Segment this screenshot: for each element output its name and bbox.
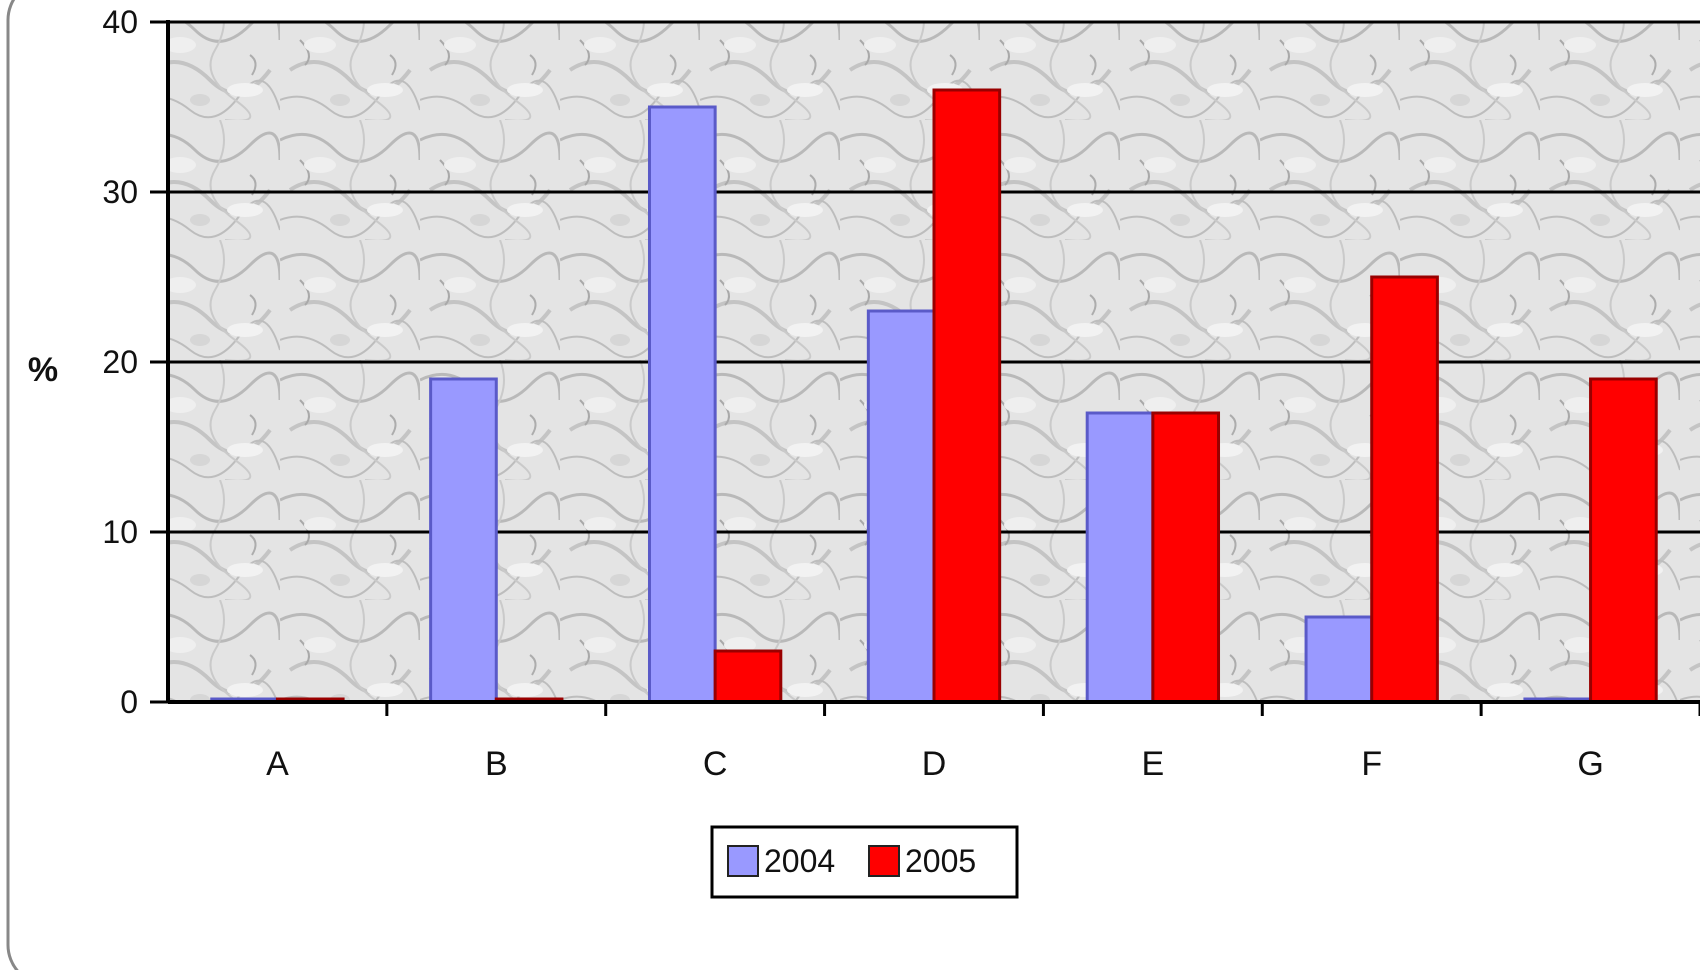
legend-swatch-2005 xyxy=(868,845,900,877)
bar-2005-C xyxy=(713,649,783,704)
x-tick-label-F: F xyxy=(1361,745,1382,783)
legend-label-2004: 2004 xyxy=(764,843,835,879)
bar-2004-E xyxy=(1085,411,1155,704)
x-tick-label-A: A xyxy=(266,745,289,783)
bar-2004-F xyxy=(1304,615,1374,704)
bar-2004-D xyxy=(866,309,936,704)
axes xyxy=(150,20,1700,716)
y-tick-label-20: 20 xyxy=(102,344,138,380)
x-tick-label-D: D xyxy=(922,745,947,783)
bars xyxy=(210,88,1658,704)
bar-2004-C xyxy=(647,105,717,704)
x-tick-label-E: E xyxy=(1142,745,1165,783)
legend-label-2005: 2005 xyxy=(905,843,976,879)
y-tick-label-30: 30 xyxy=(102,174,138,210)
x-tick-labels: A B C D E F G xyxy=(266,745,1604,783)
bar-2005-E xyxy=(1151,411,1221,704)
bar-2005-D xyxy=(932,88,1002,704)
legend-box xyxy=(710,825,1019,899)
x-tick-label-B: B xyxy=(485,745,508,783)
x-tick-label-G: G xyxy=(1577,745,1603,783)
legend-swatch-2004 xyxy=(727,845,759,877)
outer-frame xyxy=(6,0,24,975)
y-axis-label: % xyxy=(28,351,58,389)
y-tick-label-40: 40 xyxy=(102,4,138,40)
bar-2004-B xyxy=(429,377,498,704)
x-tick-label-C: C xyxy=(703,745,728,783)
y-tick-label-10: 10 xyxy=(102,514,138,550)
y-tick-labels: 0 10 20 30 40 xyxy=(102,4,138,720)
y-tick-label-0: 0 xyxy=(120,684,138,720)
bar-2005-G xyxy=(1589,377,1658,704)
legend: 2004 2005 xyxy=(710,825,1019,899)
bar-2005-F xyxy=(1370,275,1439,704)
